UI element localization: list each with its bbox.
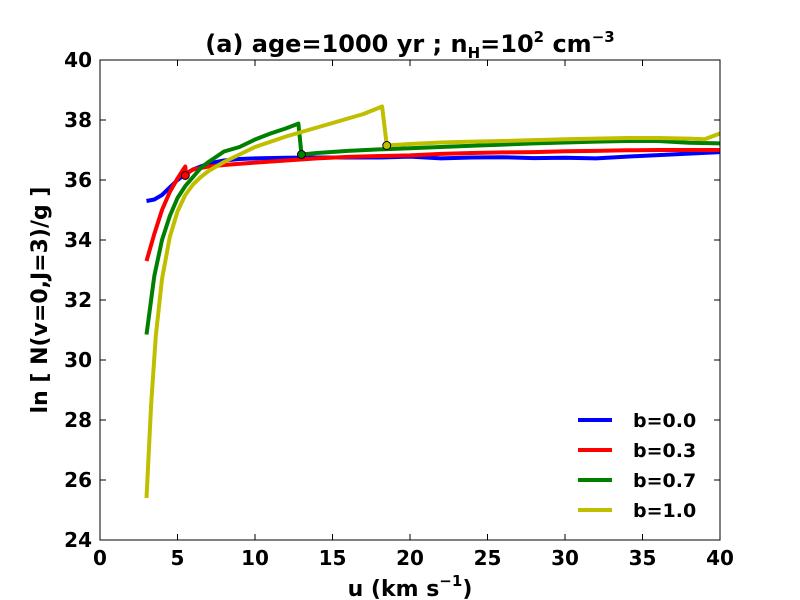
- y-tick-label: 26: [64, 468, 92, 492]
- legend: b=0.0 b=0.3 b=0.7 b=1.0: [578, 410, 696, 522]
- x-tick-label: 25: [474, 546, 502, 570]
- marker-layer: [180, 141, 392, 180]
- x-tick-label: 40: [706, 546, 734, 570]
- series-marker: [297, 150, 306, 159]
- y-tick-label: 28: [64, 408, 92, 432]
- x-tick-label: 15: [319, 546, 347, 570]
- y-tick-label: 24: [64, 528, 92, 552]
- x-tick-label: 0: [93, 546, 107, 570]
- series-marker: [382, 141, 392, 150]
- x-tick-label: 30: [551, 546, 579, 570]
- x-tick-label: 5: [171, 546, 185, 570]
- y-tick-label: 32: [64, 288, 92, 312]
- y-axis-label: ln [ N(v=0,J=3)/g ]: [28, 187, 53, 414]
- plot-frame: [99, 59, 721, 541]
- y-tick-label: 36: [64, 168, 92, 192]
- y-tick-label: 30: [64, 348, 92, 372]
- legend-label: b=1.0: [633, 500, 696, 522]
- x-tick-labels: 0 5 10 15 20 25 30 35 40: [93, 546, 734, 570]
- y-tick-label: 40: [64, 48, 92, 72]
- x-axis-label: u (km s−1): [348, 572, 473, 600]
- x-tick-label: 10: [241, 546, 269, 570]
- series-layer: [144, 104, 720, 499]
- legend-label: b=0.0: [633, 410, 696, 432]
- legend-label: b=0.3: [633, 440, 696, 462]
- y-tick-label: 38: [64, 108, 92, 132]
- x-tick-label: 20: [396, 546, 424, 570]
- series-marker: [180, 171, 190, 180]
- y-tick-labels: 24 26 28 30 32 34 36 38 40: [64, 48, 92, 552]
- series-line-b-1-0: [144, 104, 720, 499]
- chart-title: (a) age=1000 yr ; nH=102 cm−3: [205, 28, 614, 62]
- x-tick-label: 35: [629, 546, 657, 570]
- axis-ticks: [99, 59, 721, 541]
- series-line-b-0-7: [144, 121, 720, 335]
- series-line-b-0-3: [144, 148, 720, 262]
- legend-label: b=0.7: [633, 470, 696, 492]
- y-tick-label: 34: [64, 228, 92, 252]
